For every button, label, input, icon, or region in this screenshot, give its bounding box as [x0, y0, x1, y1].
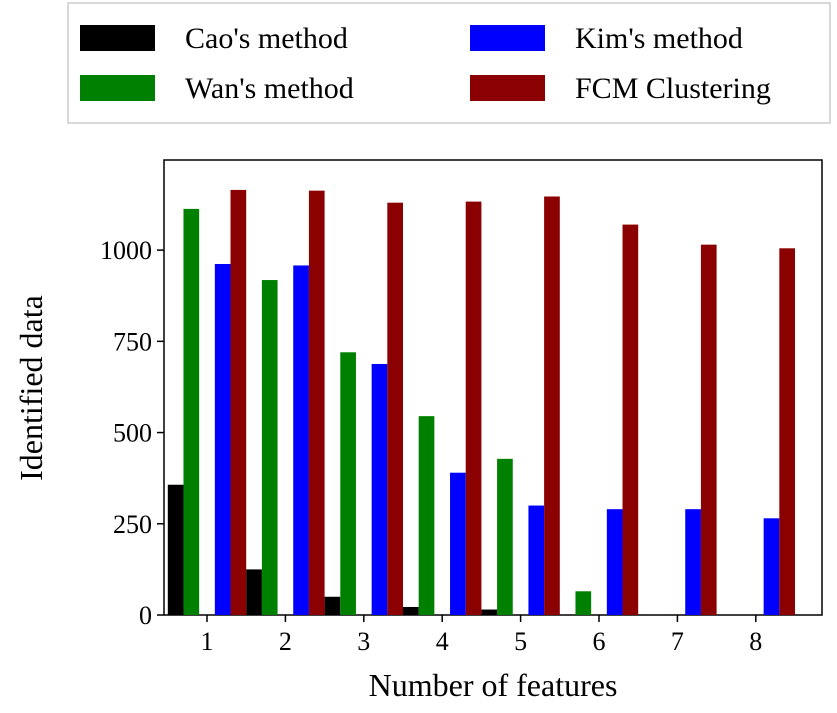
x-tick-label: 8: [749, 627, 762, 656]
bar: [324, 596, 341, 615]
x-tick-label: 6: [593, 627, 606, 656]
x-tick-label: 7: [671, 627, 684, 656]
y-tick-label: 750: [113, 327, 152, 356]
legend-label: Wan's method: [185, 72, 354, 105]
legend-box: [67, 2, 831, 124]
x-tick-label: 5: [514, 627, 527, 656]
legend: Cao's method Wan's method Kim's method FCM …: [80, 22, 771, 105]
bar: [606, 509, 623, 615]
legend-label: FCM Clustering: [575, 72, 771, 105]
bar: [418, 416, 435, 615]
bar: [481, 609, 498, 615]
x-axis-label: Number of features: [369, 667, 618, 703]
bar: [340, 352, 356, 615]
bar: [403, 606, 419, 615]
bar: [214, 263, 231, 615]
x-tick-label: 3: [357, 627, 370, 656]
bar: [763, 518, 780, 615]
bar: [371, 363, 388, 615]
bar: [575, 591, 592, 615]
bar: [685, 509, 701, 615]
bar: [167, 484, 184, 615]
legend-swatch: [470, 75, 545, 101]
y-tick-label: 0: [139, 601, 152, 630]
x-tick-label: 2: [279, 627, 292, 656]
bar: [183, 208, 200, 615]
x-tick-label: 1: [201, 627, 214, 656]
bar: [622, 224, 639, 615]
legend-swatch: [470, 25, 545, 51]
bar: [293, 265, 309, 615]
bar: [544, 196, 560, 616]
bar: [308, 190, 325, 616]
bar: [465, 201, 482, 615]
y-axis-label: Identified data: [13, 295, 49, 481]
y-tick-label: 1000: [100, 236, 152, 265]
y-tick-label: 500: [113, 419, 152, 448]
legend-label: Kim's method: [575, 22, 743, 55]
bar: [779, 248, 795, 615]
bar: [528, 505, 545, 615]
bar: [246, 569, 262, 615]
bar: [497, 458, 513, 615]
legend-swatch: [80, 25, 155, 51]
x-tick-label: 4: [436, 627, 449, 656]
legend-label: Cao's method: [185, 22, 348, 55]
legend-swatch: [80, 75, 155, 101]
bar: [700, 244, 717, 615]
y-tick-label: 250: [113, 510, 152, 539]
bar: [230, 189, 247, 616]
bar: [261, 280, 278, 615]
bar: [450, 472, 466, 615]
bar: [387, 202, 403, 615]
